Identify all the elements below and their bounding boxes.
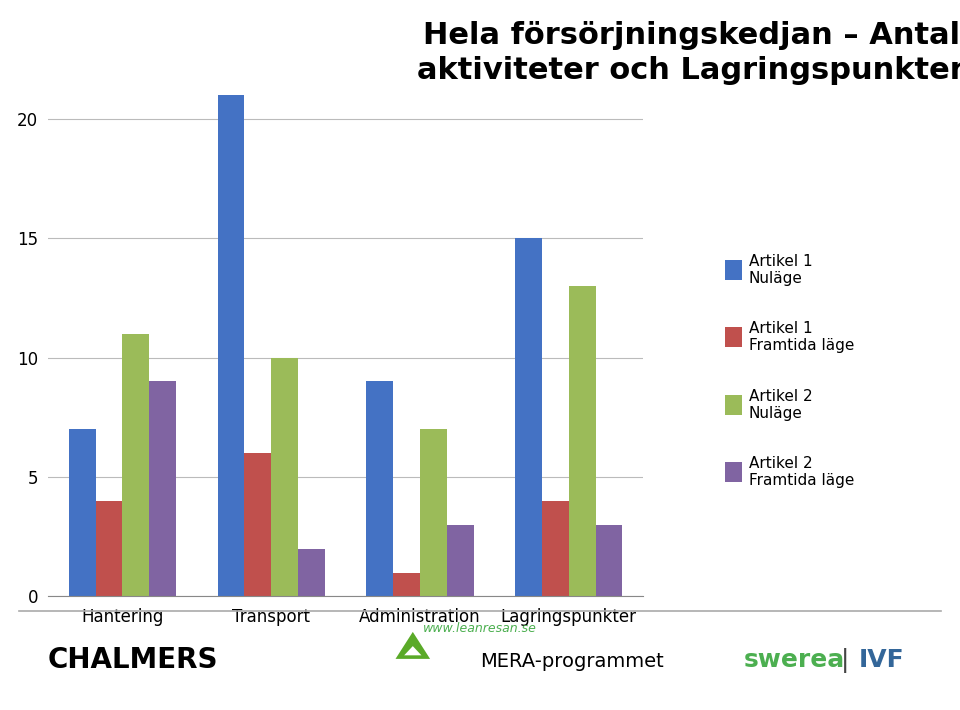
Bar [69, 430, 96, 596]
Bar [420, 430, 446, 596]
Bar [568, 286, 595, 596]
Bar [272, 358, 298, 596]
Text: swerea: swerea [744, 648, 845, 672]
Text: www.leanresan.se: www.leanresan.se [423, 622, 537, 635]
Bar [218, 95, 245, 596]
Bar [446, 525, 473, 596]
Bar [298, 549, 324, 596]
Text: Artikel 1
Framtida läge: Artikel 1 Framtida läge [749, 322, 854, 353]
Bar [96, 501, 123, 596]
Text: MERA-programmet: MERA-programmet [480, 652, 663, 671]
Text: |: | [841, 648, 849, 673]
Bar [394, 572, 420, 596]
Text: Hela försörjningskedjan – Antal
aktiviteter och Lagringspunkter: Hela försörjningskedjan – Antal aktivite… [418, 21, 960, 85]
Text: CHALMERS: CHALMERS [48, 646, 219, 674]
Bar [595, 525, 622, 596]
Text: IVF: IVF [859, 648, 905, 672]
Text: Artikel 2
Framtida läge: Artikel 2 Framtida läge [749, 457, 854, 488]
Bar [245, 453, 272, 596]
Bar [123, 334, 149, 596]
Bar [149, 381, 176, 596]
Text: Artikel 1
Nuläge: Artikel 1 Nuläge [749, 254, 812, 285]
Bar [516, 238, 542, 596]
Bar [367, 381, 394, 596]
Text: Artikel 2
Nuläge: Artikel 2 Nuläge [749, 389, 812, 420]
Bar [542, 501, 568, 596]
